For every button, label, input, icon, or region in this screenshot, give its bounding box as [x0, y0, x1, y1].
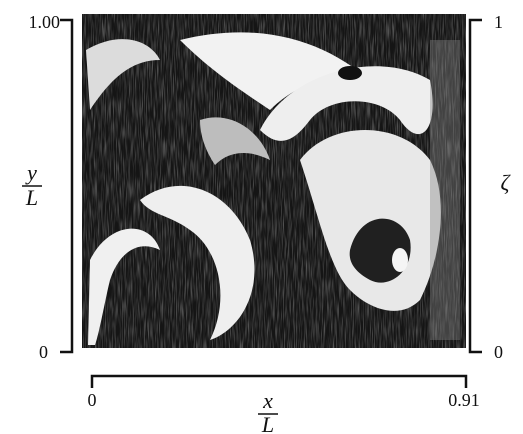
x-tick-label: 0.91: [448, 390, 480, 410]
colorbar-label: ζ: [501, 170, 512, 195]
x-label-den: L: [261, 412, 274, 434]
vorticity-image: [82, 14, 466, 348]
y-tick-label: 1.00: [29, 12, 61, 32]
colorbar-tick-label: 0: [494, 342, 503, 362]
y-tick-label: 0: [39, 342, 48, 362]
x-label-num: x: [262, 388, 273, 413]
x-axis: [90, 374, 468, 388]
colorbar-tick-label: 1: [494, 12, 503, 32]
colorbar-axis: [468, 18, 482, 354]
y-label-den: L: [25, 185, 38, 210]
y-axis: [60, 18, 74, 354]
y-label-num: y: [25, 160, 37, 185]
x-tick-label: 0: [88, 390, 97, 410]
